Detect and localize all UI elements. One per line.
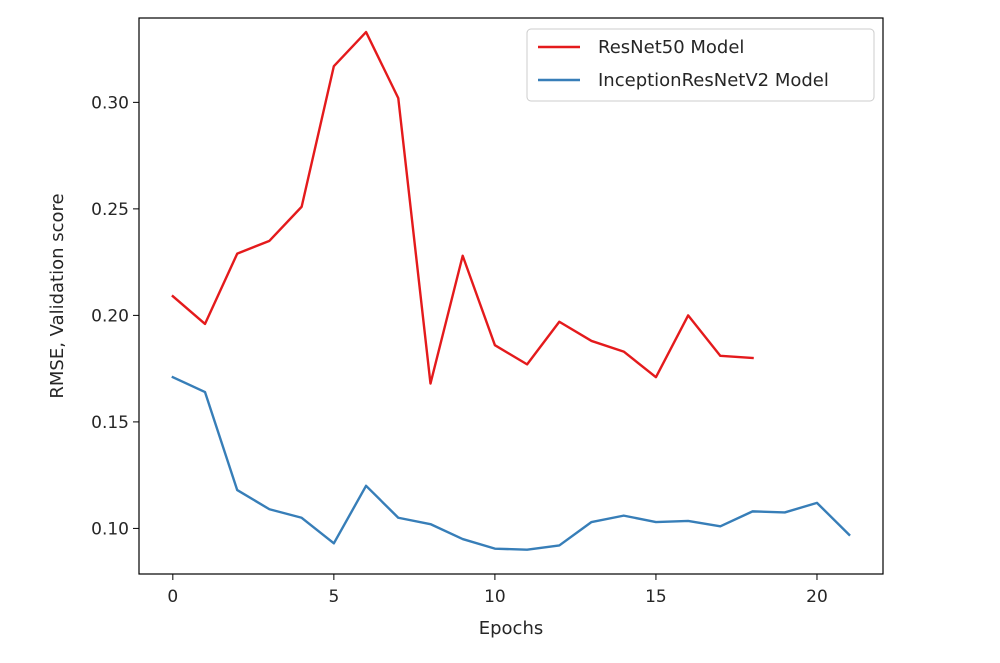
- x-axis-title: Epochs: [479, 618, 544, 639]
- x-tick-label: 15: [645, 587, 667, 607]
- x-tick-label: 0: [167, 587, 178, 607]
- y-axis-title: RMSE, Validation score: [47, 193, 68, 398]
- series-line-resnet50-model: [171, 30, 754, 385]
- axis-ticks: 0 5 10 15 20 0.10 0.15 0.20 0.25 0.30: [91, 93, 828, 607]
- legend-box: [526, 28, 875, 102]
- y-tick-label: 0.30: [91, 93, 129, 113]
- legend-label-inceptionresnetv2: InceptionResNetV2 Model: [598, 70, 829, 91]
- x-tick-label: 5: [328, 587, 339, 607]
- series-line-inceptionresnetv2-model: [171, 375, 851, 551]
- y-tick-label: 0.15: [91, 413, 129, 433]
- y-tick-label: 0.25: [91, 200, 129, 220]
- plot-frame: [138, 17, 884, 575]
- y-tick-label: 0.10: [91, 519, 129, 539]
- legend-label-resnet50: ResNet50 Model: [598, 37, 744, 58]
- chart-series: [171, 30, 851, 551]
- x-tick-label: 10: [484, 587, 506, 607]
- x-tick-label: 20: [806, 587, 828, 607]
- legend: ResNet50 Model InceptionResNetV2 Model: [526, 28, 875, 102]
- y-tick-label: 0.20: [91, 306, 129, 326]
